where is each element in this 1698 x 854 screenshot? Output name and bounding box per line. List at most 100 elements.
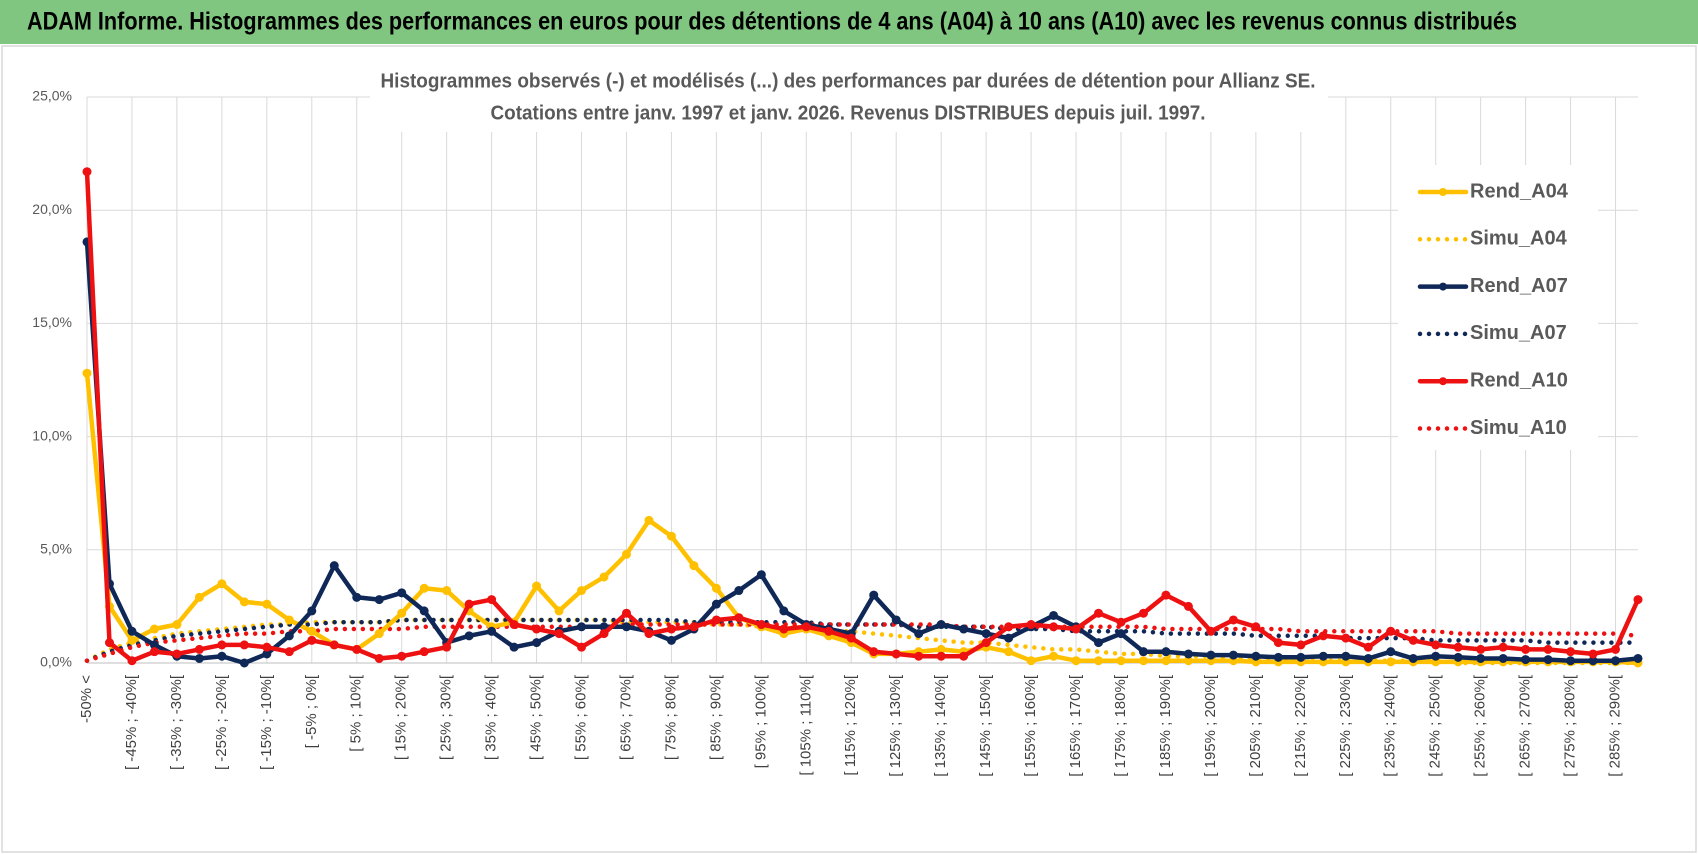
x-tick-label: [ 125% ; 130%[	[887, 674, 904, 777]
marker	[1183, 601, 1193, 611]
chart-title: Histogrammes observés (-) et modélisés (…	[381, 70, 1316, 92]
marker	[1498, 653, 1508, 663]
marker	[82, 167, 92, 177]
marker	[846, 633, 856, 643]
marker	[374, 629, 384, 639]
legend: Rend_A04 Simu_A04 Rend_A07 Simu_A07 Rend_A10…	[1398, 165, 1598, 450]
marker	[374, 653, 384, 663]
x-tick-label: [ 285% ; 290%[	[1606, 674, 1623, 777]
marker	[1206, 650, 1216, 660]
marker	[711, 615, 721, 625]
marker	[1206, 626, 1216, 636]
marker	[1161, 590, 1171, 600]
marker	[284, 631, 294, 641]
marker	[644, 515, 654, 525]
x-tick-label: [ 105% ; 110%[	[797, 674, 814, 775]
marker	[1453, 652, 1463, 662]
marker	[1116, 629, 1126, 639]
header-title: ADAM Informe. Histogrammes des performan…	[27, 8, 1517, 36]
marker	[419, 583, 429, 593]
marker	[1363, 653, 1373, 663]
marker	[666, 531, 676, 541]
x-tick-label: [ 195% ; 200%[	[1202, 674, 1219, 777]
x-tick-label: [ 145% ; 150%[	[977, 674, 994, 777]
x-tick-label: [ 175% ; 180%[	[1112, 674, 1129, 777]
marker	[194, 653, 204, 663]
marker	[1341, 651, 1351, 661]
legend-box	[1398, 165, 1598, 450]
marker	[734, 613, 744, 623]
x-tick-label: [ 235% ; 240%[	[1382, 674, 1399, 777]
marker	[981, 638, 991, 648]
marker	[1476, 644, 1486, 654]
marker	[397, 588, 407, 598]
marker	[1633, 595, 1643, 605]
marker	[779, 606, 789, 616]
marker	[666, 635, 676, 645]
x-tick-label: -50% <	[78, 675, 95, 723]
marker	[1611, 656, 1621, 666]
marker	[172, 620, 182, 630]
marker	[891, 615, 901, 625]
marker	[1161, 656, 1171, 666]
marker	[127, 656, 137, 666]
marker	[756, 620, 766, 630]
marker	[869, 647, 879, 657]
marker	[1318, 631, 1328, 641]
marker	[1273, 652, 1283, 662]
marker	[1431, 640, 1441, 650]
legend-label: Simu_A07	[1470, 322, 1567, 344]
marker	[621, 608, 631, 618]
marker	[509, 620, 519, 630]
marker	[1273, 638, 1283, 648]
marker	[194, 592, 204, 602]
marker	[1296, 640, 1306, 650]
marker	[1071, 656, 1081, 666]
marker	[1228, 615, 1238, 625]
marker	[1318, 651, 1328, 661]
marker	[172, 649, 182, 659]
marker	[509, 642, 519, 652]
marker	[419, 606, 429, 616]
x-tick-label: [ -5% ; 0%[	[303, 674, 320, 748]
marker	[104, 638, 114, 648]
marker	[756, 570, 766, 580]
marker	[487, 595, 497, 605]
marker	[711, 599, 721, 609]
marker	[217, 640, 227, 650]
x-tick-label: [ 275% ; 280%[	[1562, 674, 1579, 777]
x-tick-label: [ 65% ; 70%[	[617, 674, 634, 760]
marker	[734, 586, 744, 596]
marker	[1633, 653, 1643, 663]
marker	[1386, 626, 1396, 636]
marker	[149, 647, 159, 657]
marker	[262, 642, 272, 652]
marker	[487, 626, 497, 636]
marker	[1476, 653, 1486, 663]
x-tick-label: [ 205% ; 210%[	[1247, 674, 1264, 777]
marker	[936, 651, 946, 661]
marker	[329, 640, 339, 650]
x-tick-label: [ -15% ; -10%[	[258, 674, 275, 770]
marker	[1049, 651, 1059, 661]
legend-marker	[1439, 377, 1447, 386]
marker	[599, 629, 609, 639]
marker	[1094, 608, 1104, 618]
marker	[1386, 657, 1396, 667]
marker	[1026, 656, 1036, 666]
legend-marker	[1439, 282, 1447, 291]
x-tick-label: [ 15% ; 20%[	[393, 674, 410, 760]
marker	[1521, 644, 1531, 654]
x-tick-label: [ 165% ; 170%[	[1067, 674, 1084, 777]
marker	[577, 622, 587, 632]
marker	[532, 624, 542, 634]
marker	[1138, 656, 1148, 666]
marker	[666, 624, 676, 634]
marker	[397, 608, 407, 618]
marker	[1049, 610, 1059, 620]
marker	[532, 638, 542, 648]
legend-marker	[1439, 188, 1447, 196]
marker	[352, 592, 362, 602]
x-tick-label: [ 265% ; 270%[	[1517, 674, 1534, 777]
